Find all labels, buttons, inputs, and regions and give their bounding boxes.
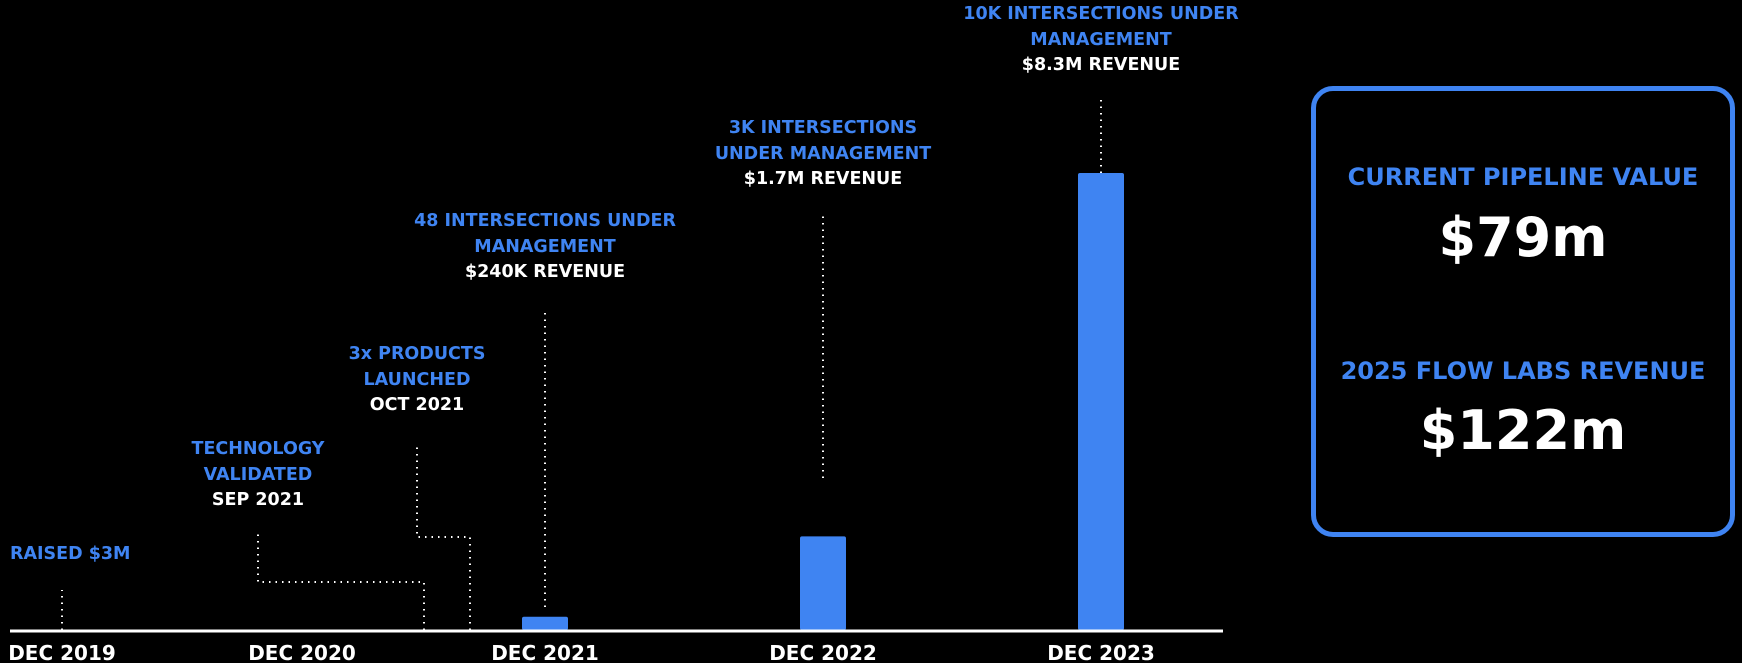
annotation-detail: SEP 2021 [211, 490, 305, 510]
bar [800, 536, 846, 630]
annotation-title: LAUNCHED [363, 369, 471, 390]
annotation-detail: $240K REVENUE [464, 262, 626, 282]
bar [1078, 173, 1124, 630]
x-tick-label: DEC 2022 [769, 641, 877, 663]
annotation-detail: $8.3M REVENUE [1021, 55, 1181, 75]
milestone-annotation: RAISED $3M [10, 542, 130, 568]
x-axis-labels: DEC 2019 DEC 2020 DEC 2021 DEC 2022 DEC 2023 [8, 641, 1155, 663]
annotation-title: TECHNOLOGY [191, 439, 325, 459]
bar-series [522, 173, 1124, 630]
bar [522, 616, 568, 630]
milestone-annotation: 48 INTERSECTIONS UNDER MANAGEMENT $240K RE… [395, 209, 695, 286]
annotation-title: MANAGEMENT [474, 236, 616, 257]
x-tick-label: DEC 2023 [1047, 641, 1155, 663]
annotation-title: RAISED $3M [10, 544, 131, 564]
annotation-title: VALIDATED [203, 464, 313, 485]
x-tick-label: DEC 2021 [491, 641, 599, 663]
milestone-annotation: 3x PRODUCTS LAUNCHED OCT 2021 [267, 342, 567, 419]
milestone-connectors [61, 100, 1102, 630]
kpi-panel: CURRENT PIPELINE VALUE $79m 2025 FLOW LA… [1311, 86, 1735, 537]
annotation-title: 10K INTERSECTIONS UNDER [963, 4, 1239, 24]
revenue-value: $122m [1419, 399, 1627, 462]
x-tick-label: DEC 2020 [248, 641, 356, 663]
milestone-annotation: 3K INTERSECTIONS UNDER MANAGEMENT $1.7M RE… [673, 116, 973, 193]
pipeline-label: CURRENT PIPELINE VALUE [1347, 163, 1699, 191]
annotation-title: 3x PRODUCTS [348, 344, 486, 364]
milestone-annotation: TECHNOLOGY VALIDATED SEP 2021 [108, 437, 408, 514]
revenue-label: 2025 FLOW LABS REVENUE [1340, 357, 1706, 385]
annotation-title: UNDER MANAGEMENT [714, 143, 932, 164]
annotation-detail: OCT 2021 [369, 395, 465, 415]
annotation-title: 48 INTERSECTIONS UNDER [414, 211, 676, 231]
timeline-chart: DEC 2019 DEC 2020 DEC 2021 DEC 2022 DEC 2023 [8, 100, 1223, 663]
pipeline-value: $79m [1438, 206, 1608, 269]
dotted-connector [257, 532, 425, 630]
annotation-detail: $1.7M REVENUE [743, 169, 903, 189]
x-tick-label: DEC 2019 [8, 641, 116, 663]
annotation-title: 3K INTERSECTIONS [728, 118, 918, 138]
annotation-title: MANAGEMENT [1030, 29, 1172, 50]
milestone-annotation: 10K INTERSECTIONS UNDER MANAGEMENT $8.3M R… [951, 2, 1251, 79]
dotted-connector [416, 443, 471, 630]
